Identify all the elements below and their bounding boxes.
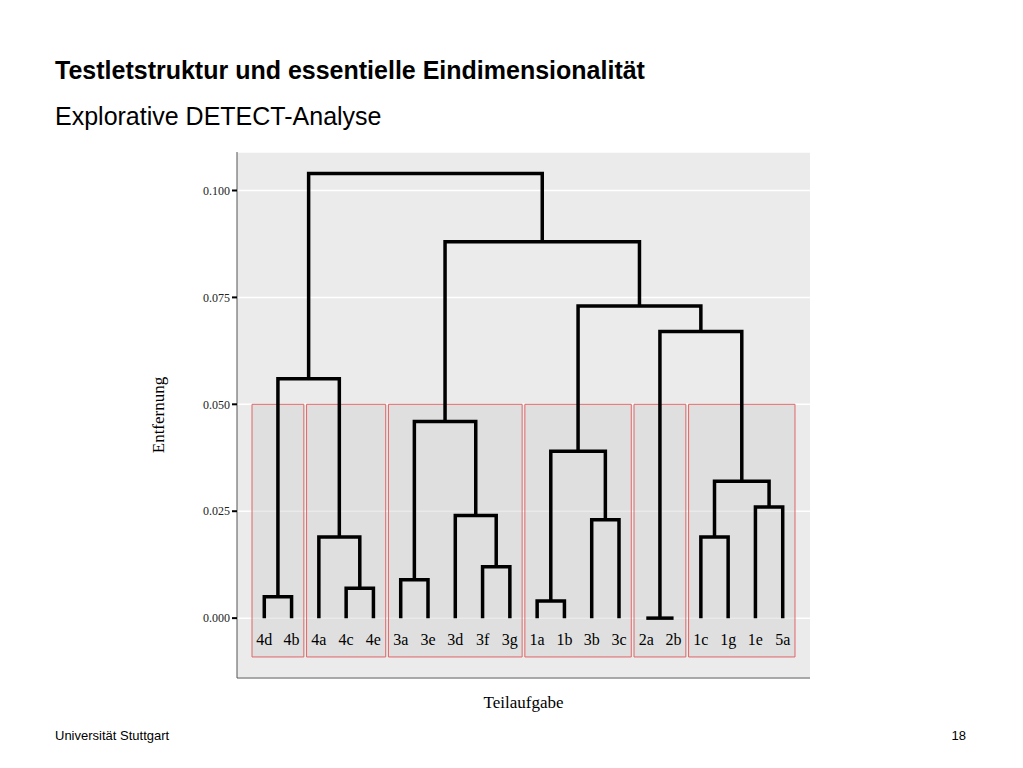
html-text:Universität Stuttgart: Universität Stuttgart [55,728,170,743]
html-text:18: 18 [951,728,966,743]
svg-text:0.100: 0.100 [203,184,230,198]
svg-text:4b: 4b [284,631,300,648]
html-text:Explorative DETECT-Analyse: Explorative DETECT-Analyse [55,102,382,130]
svg-text:2a: 2a [639,631,654,648]
svg-text:3f: 3f [476,631,490,648]
html-text:Testletstruktur und essentiell: Testletstruktur und essentielle Eindimen… [55,56,645,84]
svg-text:Teilaufgabe: Teilaufgabe [484,693,564,712]
svg-text:3e: 3e [420,631,435,648]
svg-text:5a: 5a [775,631,790,648]
svg-text:0.025: 0.025 [203,504,230,518]
svg-text:1a: 1a [530,631,545,648]
svg-text:Entfernung: Entfernung [149,376,168,453]
svg-text:4e: 4e [366,631,381,648]
svg-text:3b: 3b [584,631,600,648]
svg-text:1c: 1c [693,631,708,648]
svg-text:3a: 3a [393,631,408,648]
svg-text:0.000: 0.000 [203,611,230,625]
svg-text:0.075: 0.075 [203,291,230,305]
svg-text:3c: 3c [611,631,626,648]
svg-text:1e: 1e [748,631,763,648]
svg-text:0.050: 0.050 [203,398,230,412]
svg-text:2b: 2b [666,631,682,648]
svg-text:1g: 1g [720,631,736,649]
svg-text:4d: 4d [256,631,272,648]
svg-text:3d: 3d [447,631,463,648]
svg-text:4a: 4a [311,631,326,648]
svg-text:3g: 3g [502,631,518,649]
svg-text:4c: 4c [339,631,354,648]
svg-text:1b: 1b [556,631,572,648]
